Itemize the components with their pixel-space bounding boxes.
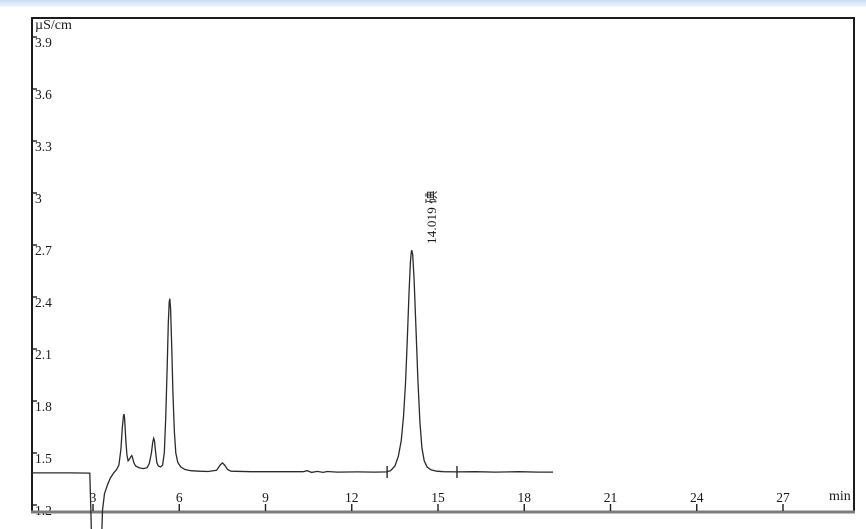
x-tick-label: 12 — [345, 490, 359, 505]
y-tick-label: 3.9 — [35, 35, 52, 50]
y-tick-label: 2.4 — [35, 295, 52, 310]
x-tick-label: 9 — [262, 490, 269, 505]
x-tick-label: 21 — [603, 490, 618, 505]
y-tick-label: 2.7 — [35, 243, 52, 258]
x-axis-unit-label: min — [829, 489, 851, 504]
x-tick-label: 15 — [431, 490, 445, 505]
y-tick-label: 1.8 — [35, 399, 52, 414]
peak-compound-name: 碘 — [423, 190, 439, 204]
peak-retention-time: 14.019 — [423, 207, 439, 245]
y-tick-label: 3.3 — [35, 139, 52, 154]
y-tick-label: 1.5 — [35, 451, 52, 466]
peak-annotation: 14.019 碘 — [423, 190, 439, 245]
y-tick-label: 1.2 — [35, 503, 52, 518]
x-tick-label: 18 — [517, 490, 532, 505]
x-tick-label: 6 — [175, 490, 183, 505]
window-top-strip — [0, 0, 866, 7]
y-tick-label: 2.1 — [35, 347, 52, 362]
x-tick-label: 24 — [690, 490, 704, 505]
y-tick-label: 3 — [35, 191, 42, 206]
x-tick-label: 27 — [776, 490, 790, 505]
x-tick-label: 3 — [89, 490, 97, 505]
y-axis-unit-label: µS/cm — [35, 18, 72, 33]
y-tick-label: 3.6 — [35, 87, 52, 102]
